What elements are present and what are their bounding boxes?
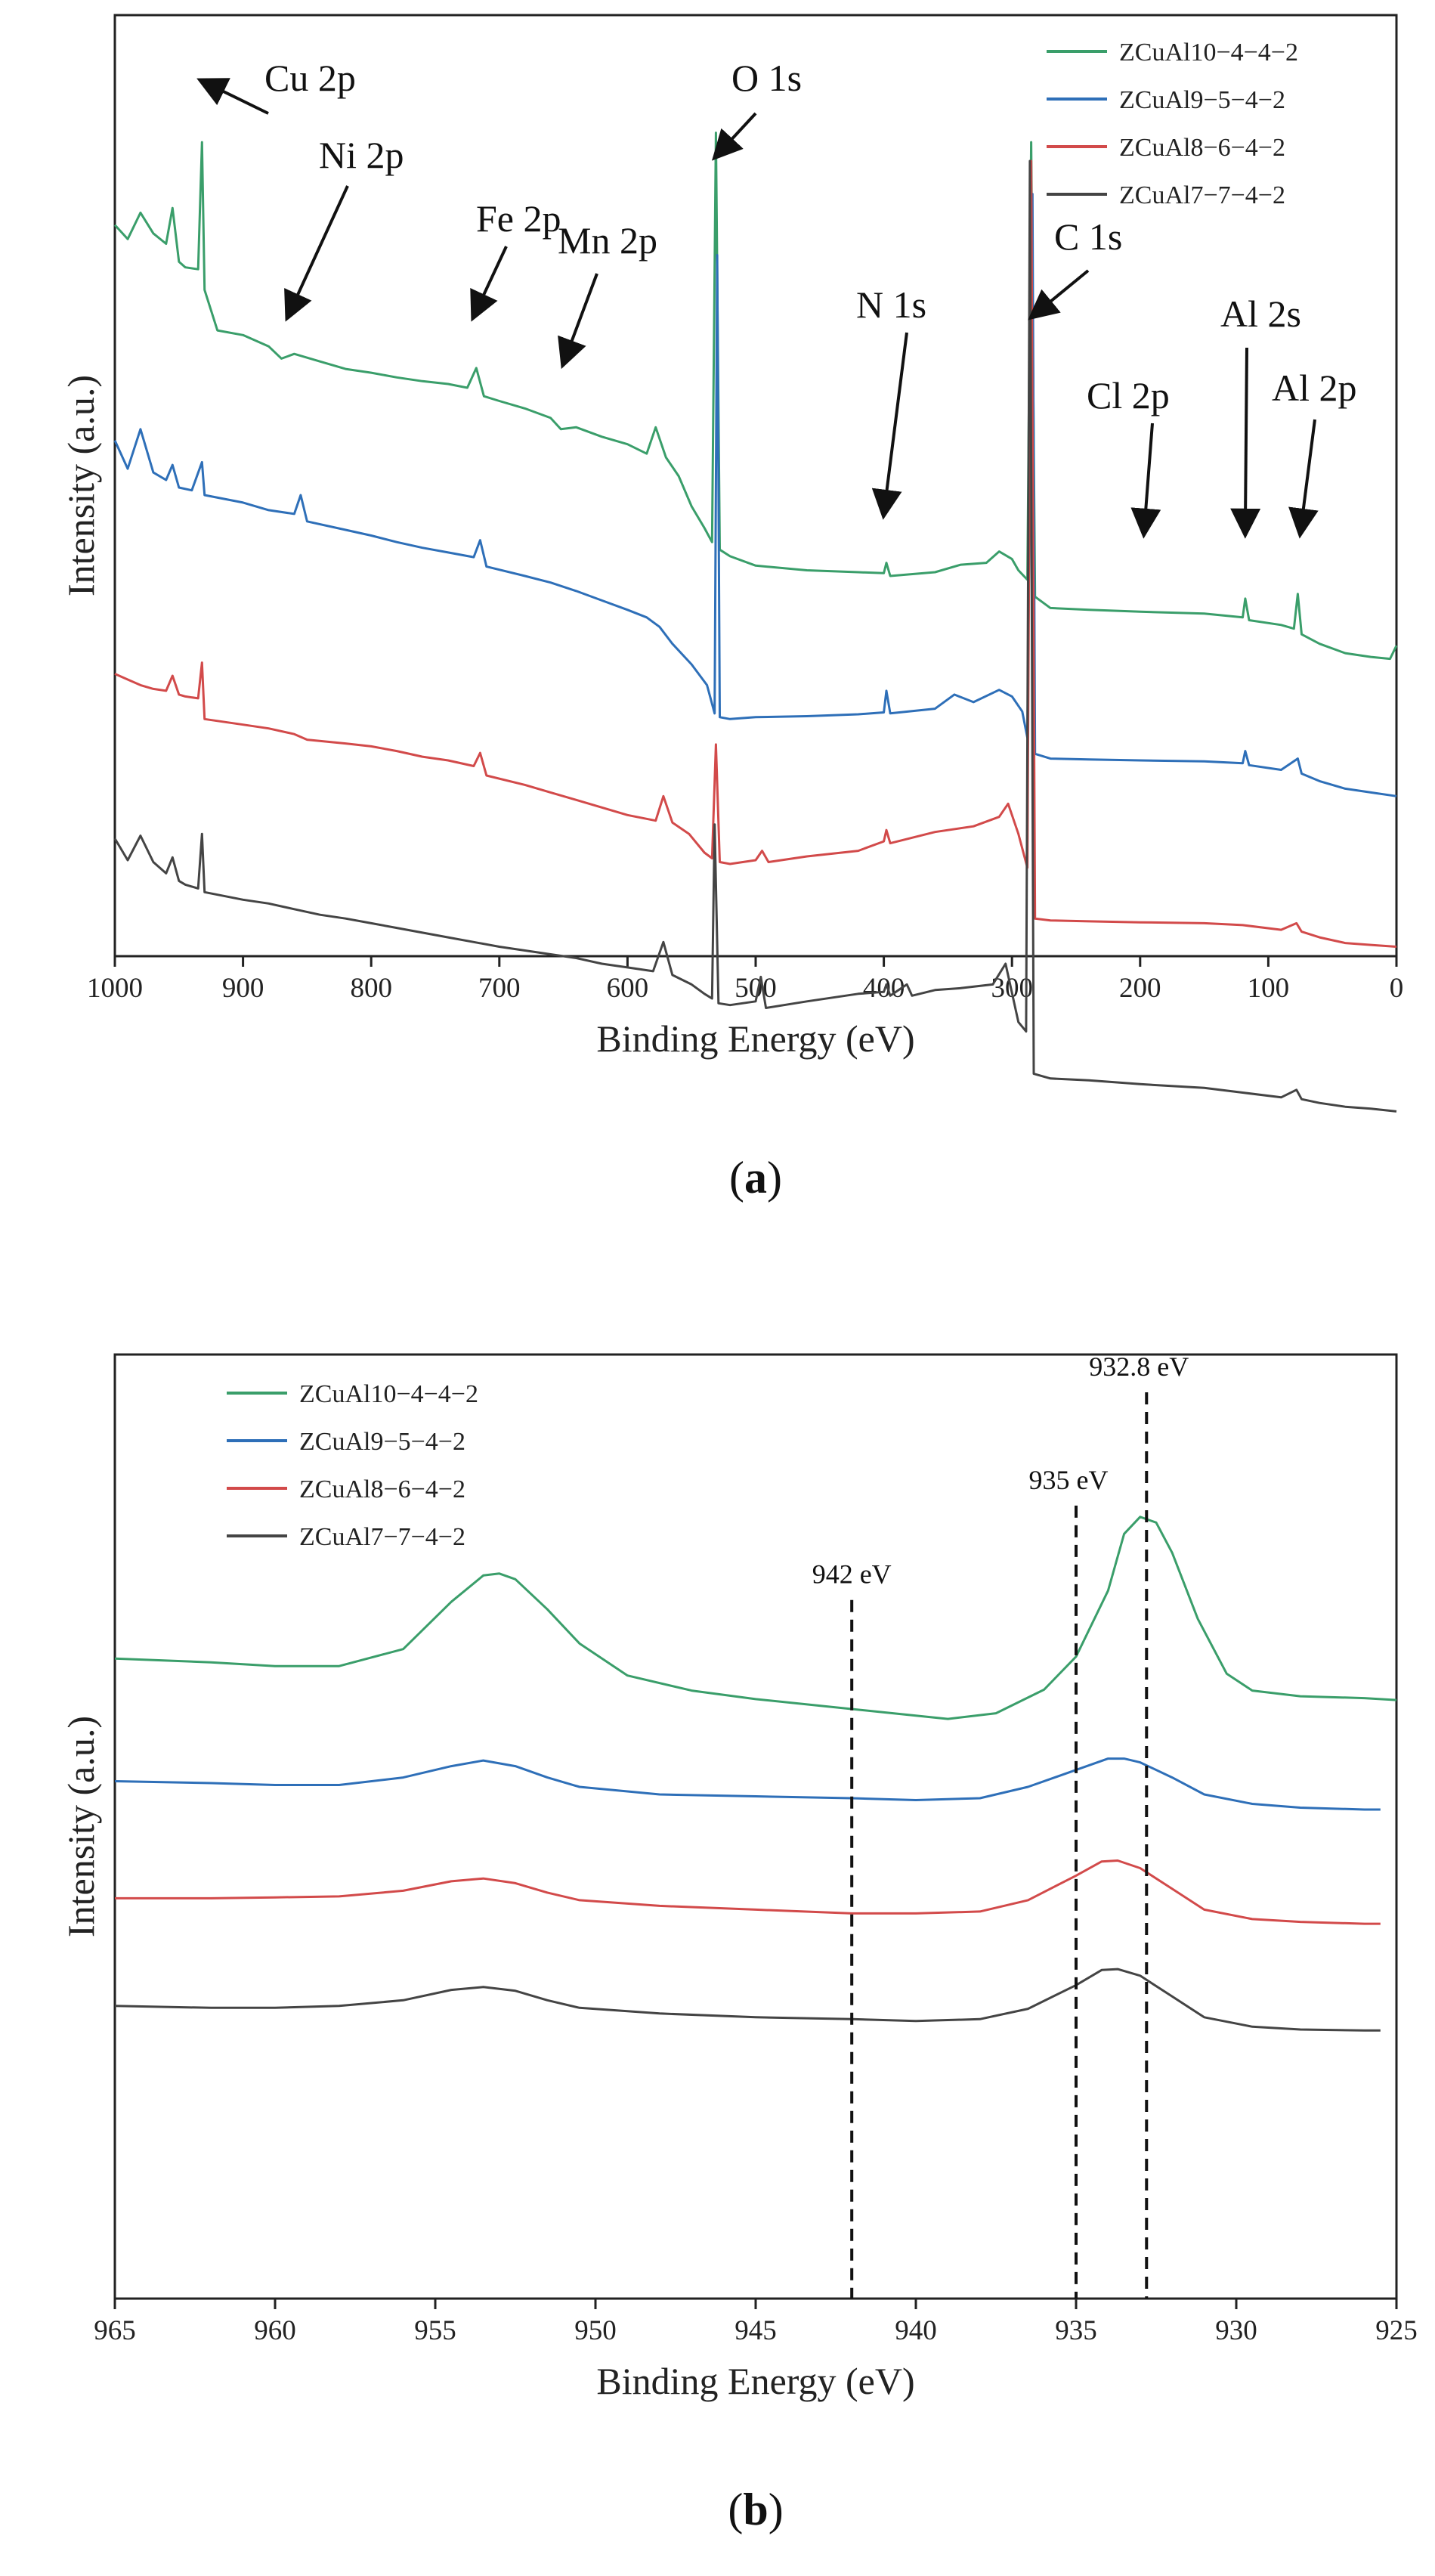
series-line-1 [114,1516,1397,1720]
x-tick-label: 0 [1390,973,1404,1004]
peak-annotation-10: Al 2p [1272,367,1357,409]
x-tick-label: 930 [1215,2315,1257,2346]
x-axis-label: Binding Energy (eV) [596,1017,914,1060]
peak-arrow-9 [1230,347,1261,539]
x-tick-label: 940 [895,2315,937,2346]
peak-arrow-4 [558,273,598,370]
peak-annotation-4: Mn 2p [558,219,657,262]
series-line-3 [114,159,1397,948]
series-line-2 [114,1757,1381,1811]
legend-label-2: ZCuAl9−5−4−2 [1119,86,1285,114]
x-tick-label: 945 [735,2315,777,2346]
peak-arrow-10 [1288,419,1319,539]
x-axis-label: Binding Energy (eV) [596,2360,914,2402]
panel-caption: (a) [729,1153,782,1203]
peak-annotation-1: Cu 2p [264,57,356,99]
peak-annotation-3: Fe 2p [476,197,561,240]
x-tick-label: 900 [222,973,264,1004]
peak-arrow-8 [1130,423,1161,539]
x-tick-label: 960 [254,2315,296,2346]
chart-panel-b: 965 960 955 950 945 940 935 930 925 Binding Energ… [0,1288,1435,2576]
x-tick-label: 1000 [87,973,143,1004]
chart-a: 1000 900 800 700 600 500 400 300 200 100 0Binding … [60,14,1404,1203]
y-axis-label: Intensity (a.u.) [60,375,102,596]
x-tick-label: 925 [1375,2315,1418,2346]
peak-annotation-5: O 1s [731,57,802,99]
peak-arrow-3 [470,246,508,322]
x-tick-label: 955 [414,2315,456,2346]
panel-caption-letter: a [744,1153,767,1203]
legend-label-1: ZCuAl10−4−4−2 [1119,39,1298,67]
peak-annotation-8: Cl 2p [1087,374,1170,416]
series-line-4 [114,1968,1381,2032]
peak-arrow-1 [196,78,269,115]
legend-label-4: ZCuAl7−7−4−2 [299,1523,465,1551]
reference-label-3: 932.8 eV [1089,1351,1189,1382]
x-tick-label: 200 [1119,973,1161,1004]
panel-caption: (b) [728,2485,783,2534]
peak-arrow-6 [871,332,908,520]
peak-annotation-7: C 1s [1054,215,1122,258]
reference-label-1: 942 eV [812,1559,892,1590]
series-line-4 [113,159,1397,1113]
series-line-3 [115,1859,1381,1925]
reference-label-2: 935 eV [1029,1465,1109,1495]
x-tick-label: 700 [478,973,521,1004]
series-line-1 [113,132,1398,661]
peak-annotation-2: Ni 2p [319,134,404,176]
y-axis-label: Intensity (a.u.) [60,1716,102,1937]
peak-annotation-6: N 1s [856,283,926,326]
x-tick-label: 935 [1055,2315,1097,2346]
legend-label-1: ZCuAl10−4−4−2 [299,1380,478,1408]
x-tick-label: 965 [94,2315,136,2346]
legend-label-3: ZCuAl8−6−4−2 [299,1475,465,1503]
x-tick-label: 800 [350,973,392,1004]
legend-label-3: ZCuAl8−6−4−2 [1119,134,1285,162]
peak-arrow-5 [711,112,757,161]
series-line-2 [113,193,1397,797]
peak-arrow-7 [1028,269,1090,320]
legend-label-4: ZCuAl7−7−4−2 [1119,181,1285,209]
peak-annotation-9: Al 2s [1220,293,1301,335]
legend-label-2: ZCuAl9−5−4−2 [299,1428,465,1456]
panel-caption-letter: b [743,2485,768,2534]
peak-arrow-2 [284,185,349,322]
chart-panel-a: 1000 900 800 700 600 500 400 300 200 100 0 Binding … [60,14,1404,1203]
chart-b: 965 960 955 950 945 940 935 930 925 Binding Energ… [60,1351,1418,2534]
x-tick-label: 950 [574,2315,617,2346]
x-tick-label: 100 [1248,973,1290,1004]
x-tick-label: 400 [863,973,905,1004]
x-tick-label: 600 [607,973,649,1004]
